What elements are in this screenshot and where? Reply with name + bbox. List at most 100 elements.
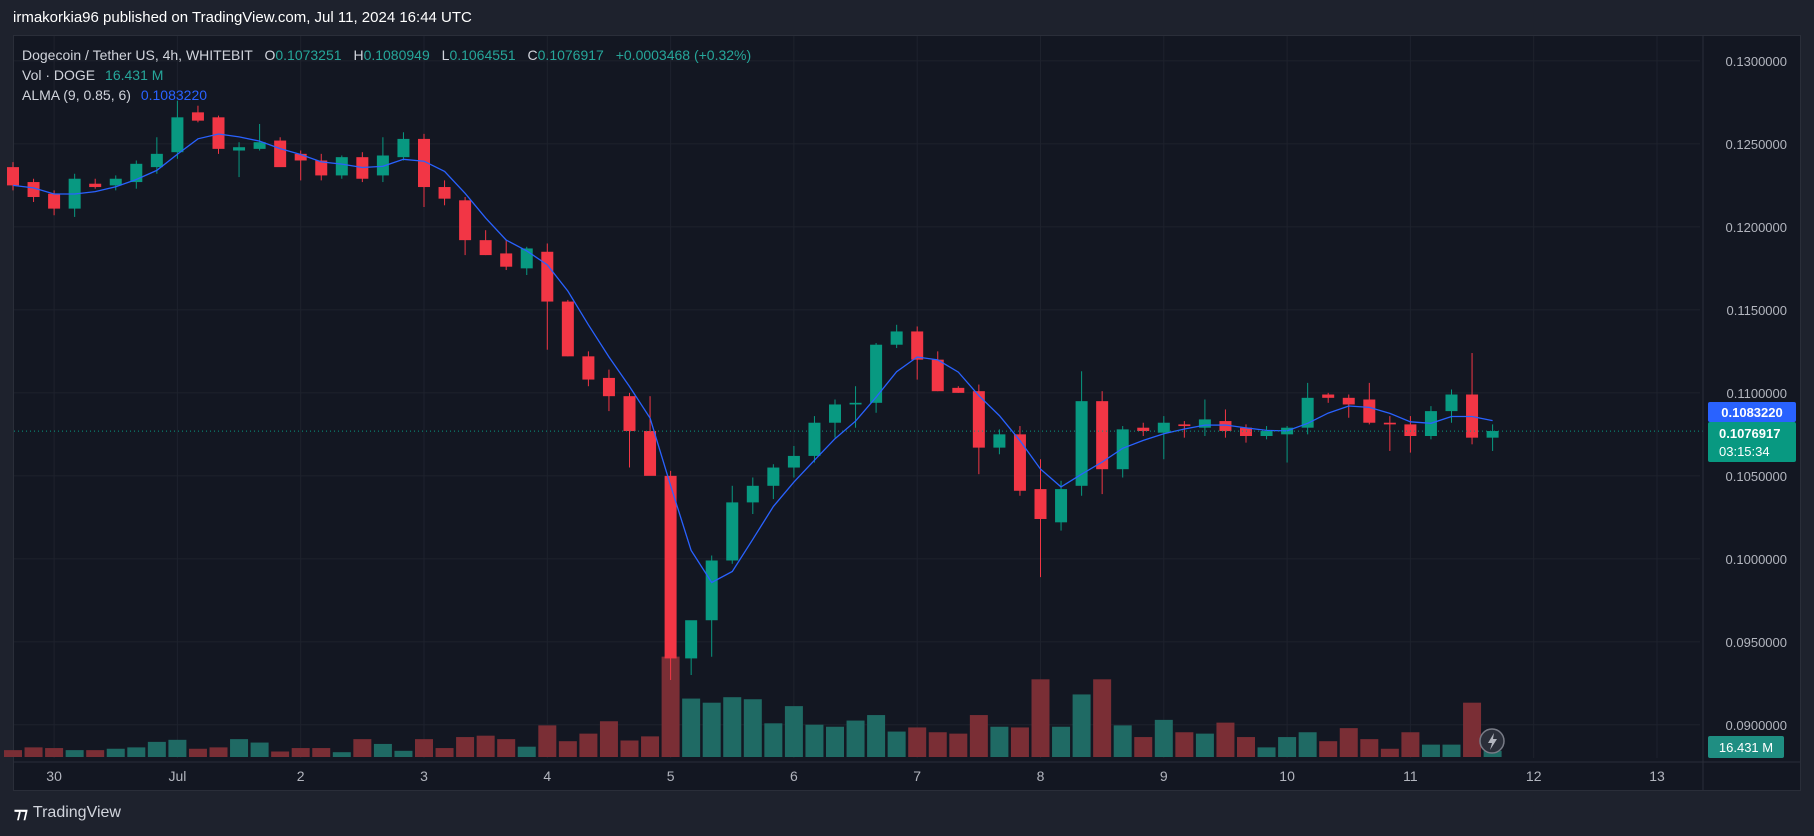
- candle-body: [171, 117, 184, 153]
- candle-body: [746, 485, 759, 503]
- alma-line: [12, 133, 1493, 584]
- volume-bar: [1093, 679, 1112, 757]
- change-value: +0.0003468 (+0.32%): [615, 47, 752, 63]
- volume-bar: [24, 747, 43, 757]
- candle-body: [294, 153, 307, 161]
- volume-bar: [1134, 737, 1153, 757]
- open-value: 0.1073251: [275, 47, 342, 63]
- volume-bar: [230, 739, 249, 757]
- candle-body: [479, 240, 492, 256]
- price-tick-label: 0.0950000: [1726, 635, 1787, 650]
- chart-panel[interactable]: [13, 35, 1801, 791]
- candle-body: [664, 475, 677, 659]
- volume-bar: [106, 748, 125, 757]
- volume-bar: [826, 726, 844, 757]
- alma-badge-text: 0.1083220: [1721, 405, 1782, 420]
- candle-body: [1445, 394, 1458, 412]
- time-tick-label: 8: [1037, 768, 1045, 784]
- candle-body: [911, 331, 924, 360]
- candle-body: [1383, 422, 1396, 425]
- volume-bar: [435, 748, 454, 757]
- volume-bar: [476, 735, 495, 757]
- volume-bar: [1175, 732, 1194, 757]
- volume-bar: [353, 739, 372, 757]
- candle-body: [315, 160, 328, 176]
- candle-body: [1055, 489, 1068, 523]
- candle-body: [993, 434, 1006, 448]
- volume-bar: [1463, 702, 1482, 757]
- candle-body: [191, 112, 204, 121]
- time-tick-label: Jul: [168, 768, 186, 784]
- symbol-title[interactable]: Dogecoin / Tether US, 4h, WHITEBIT: [22, 47, 253, 63]
- price-tick-label: 0.1000000: [1726, 552, 1787, 567]
- volume-bar: [45, 748, 64, 757]
- time-axis: 30 Jul 2 3 4 5 6 7 8 9 10 11 12 13: [14, 761, 1801, 784]
- tradingview-brand[interactable]: ⁊⁊ TradingView: [14, 804, 121, 822]
- legend-alma-row: ALMA (9, 0.85, 6) 0.1083220: [22, 85, 751, 105]
- high-value: 0.1080949: [363, 47, 430, 63]
- candle-body: [1096, 401, 1109, 470]
- candle-body: [1178, 424, 1191, 427]
- legend-ohlc-row: Dogecoin / Tether US, 4h, WHITEBIT O0.10…: [22, 45, 751, 65]
- alma-label[interactable]: ALMA (9, 0.85, 6): [22, 87, 131, 103]
- volume-badge: 16.431 M: [1708, 736, 1784, 758]
- time-tick-label: 10: [1279, 768, 1295, 784]
- candle-body: [849, 402, 862, 405]
- candle-body: [1301, 397, 1314, 428]
- candle-body: [602, 377, 615, 397]
- candle-body: [1260, 431, 1273, 437]
- candle-body: [1240, 427, 1252, 437]
- candle-body: [931, 359, 944, 392]
- candle-body: [1219, 421, 1232, 432]
- volume-bar: [250, 742, 269, 757]
- time-tick-label: 3: [420, 768, 428, 784]
- volume-bar: [1380, 748, 1399, 757]
- volume-bar: [620, 740, 639, 757]
- volume-bar: [990, 726, 1009, 757]
- volume-bar: [579, 733, 598, 757]
- volume-bar: [599, 721, 618, 757]
- volume-bar: [1052, 726, 1071, 757]
- candle-body: [582, 356, 595, 380]
- candle-body: [952, 387, 965, 393]
- volume-bar: [764, 723, 783, 757]
- candle-body: [212, 117, 225, 149]
- volume-bar: [373, 743, 392, 757]
- candle-body: [1075, 401, 1088, 486]
- price-tick-label: 0.0900000: [1726, 718, 1787, 733]
- volume-bar: [1113, 725, 1132, 757]
- volume-bar: [168, 739, 187, 757]
- candle-body: [1486, 431, 1499, 438]
- candle-body: [644, 431, 657, 476]
- candle-body: [890, 331, 903, 345]
- volume-bar: [1421, 744, 1440, 757]
- time-tick-label: 13: [1649, 768, 1665, 784]
- time-tick-label: 4: [543, 768, 551, 784]
- candles: [7, 100, 1499, 680]
- replay-icon[interactable]: [1479, 728, 1505, 754]
- open-key: O: [264, 47, 276, 63]
- candle-body: [438, 187, 451, 199]
- volume-bar: [394, 750, 413, 757]
- candle-body: [27, 182, 40, 197]
- candle-body: [500, 253, 513, 267]
- volume-bar: [1360, 739, 1379, 757]
- time-tick-label: 5: [667, 768, 675, 784]
- candle-body: [1363, 399, 1376, 423]
- candle-body: [808, 422, 821, 456]
- time-tick-label: 30: [46, 768, 62, 784]
- candle-body: [397, 138, 410, 158]
- volume-bar: [641, 736, 660, 757]
- candle-body: [150, 153, 163, 168]
- volume-bar: [1154, 719, 1173, 757]
- volume-bar: [867, 715, 886, 757]
- close-key: C: [527, 47, 538, 63]
- brand-name: TradingView: [32, 804, 121, 821]
- time-tick-label: 7: [913, 768, 921, 784]
- candle-body: [1342, 397, 1355, 405]
- volume-label[interactable]: Vol · DOGE: [22, 67, 96, 83]
- time-tick-label: 9: [1160, 768, 1168, 784]
- volume-bar: [1072, 694, 1091, 757]
- countdown-text: 03:15:34: [1719, 444, 1770, 459]
